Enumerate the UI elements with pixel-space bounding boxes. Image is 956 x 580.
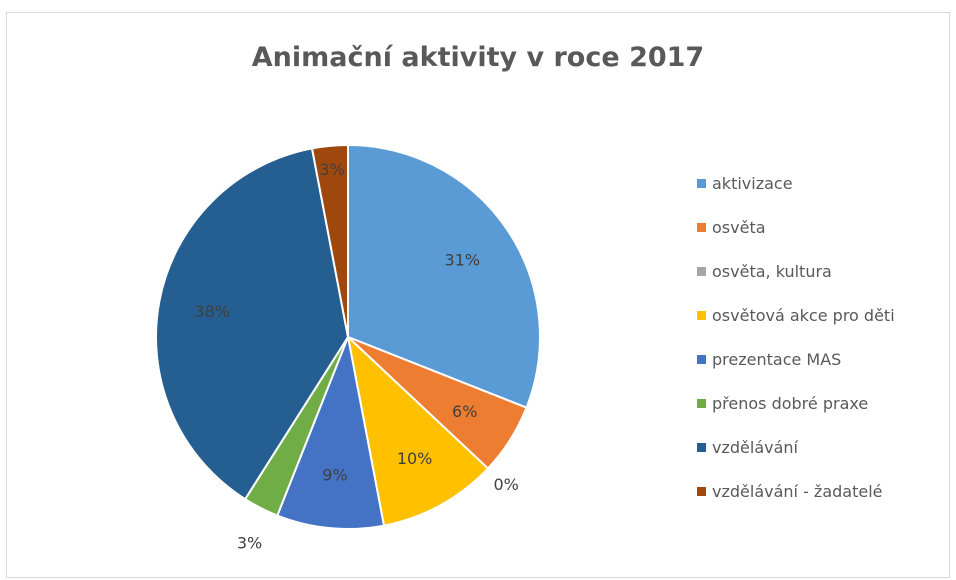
data-label-osveta-kultura: 0% <box>493 475 518 494</box>
legend-item-osvetova-akce-pro-deti: osvětová akce pro děti <box>697 300 895 330</box>
legend-item-aktivizace: aktivizace <box>697 168 895 198</box>
pie-slice-prezentace-mas <box>276 333 386 530</box>
data-label-vzdelavani-zadatele: 3% <box>319 160 344 179</box>
legend-label: osvěta, kultura <box>712 261 832 281</box>
data-label-prenos-dobre-praxe: 3% <box>237 533 262 552</box>
legend: aktivizace osvěta osvěta, kultura osvětová … <box>697 168 895 520</box>
legend-item-osveta-kultura: osvěta, kultura <box>697 256 895 286</box>
legend-swatch <box>697 310 706 320</box>
legend-label: prezentace MAS <box>712 349 842 369</box>
legend-swatch <box>697 354 706 364</box>
data-label-vzdelavani: 38% <box>194 302 230 321</box>
legend-item-vzdelavani-zadatele: vzdělávání - žadatelé <box>697 476 895 506</box>
legend-swatch <box>697 266 706 276</box>
legend-item-prenos-dobre-praxe: přenos dobré praxe <box>697 388 895 418</box>
legend-label: aktivizace <box>712 173 793 193</box>
legend-swatch <box>697 178 706 188</box>
data-label-prezentace-mas: 9% <box>322 466 347 485</box>
legend-label: přenos dobré praxe <box>712 393 869 413</box>
legend-swatch <box>697 486 706 496</box>
pie-slice-vzdelavani-zadatele <box>310 143 349 338</box>
pie-slice-vzdelavani <box>155 147 350 501</box>
pie-slice-osvetova-akce-pro-deti <box>346 334 490 527</box>
legend-item-prezentace-mas: prezentace MAS <box>697 344 895 374</box>
legend-swatch <box>697 222 706 232</box>
legend-label: vzdělávání <box>712 437 798 457</box>
legend-label: vzdělávání - žadatelé <box>712 481 883 501</box>
legend-label: osvětová akce pro děti <box>712 305 895 325</box>
pie-slice-aktivizace <box>347 143 541 409</box>
legend-item-osveta: osvěta <box>697 212 895 242</box>
chart-title: Animační aktivity v roce 2017 <box>251 42 705 73</box>
data-label-aktivizace: 31% <box>445 250 481 269</box>
legend-item-vzdelavani: vzdělávání <box>697 432 895 462</box>
data-label-osveta: 6% <box>452 402 477 421</box>
legend-label: osvěta <box>712 217 766 237</box>
legend-swatch <box>697 398 706 408</box>
data-label-osvetova-akce-pro-deti: 10% <box>397 449 433 468</box>
legend-swatch <box>697 442 706 452</box>
